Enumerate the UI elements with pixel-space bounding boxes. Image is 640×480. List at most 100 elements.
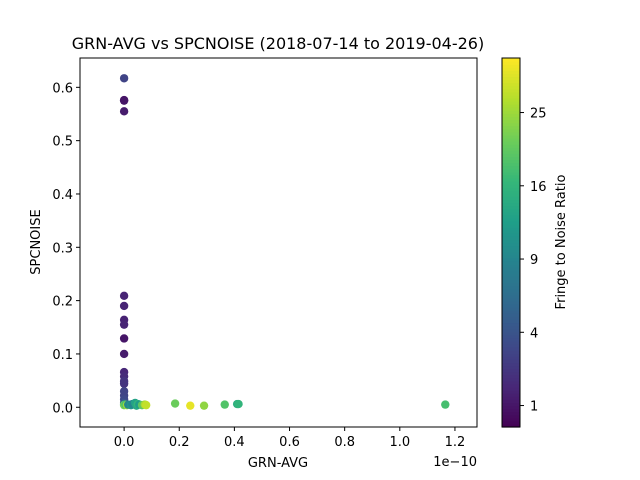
colorbar-band: [502, 193, 520, 197]
x-tick-label: 1.2: [445, 435, 466, 450]
colorbar-band: [502, 254, 520, 259]
colorbar-band: [502, 408, 520, 413]
colorbar-band: [502, 85, 520, 90]
colorbar-band: [502, 260, 520, 265]
colorbar-band: [502, 159, 520, 164]
colorbar-band: [502, 368, 520, 373]
colorbar-band: [502, 101, 520, 105]
colorbar-band: [502, 387, 520, 391]
colorbar-band: [502, 67, 520, 71]
data-point: [119, 301, 129, 311]
colorbar-band: [502, 177, 520, 182]
colorbar-band: [502, 402, 520, 407]
colorbar-band: [502, 356, 520, 360]
data-point: [441, 400, 450, 409]
colorbar-band: [502, 190, 520, 194]
colorbar-band: [502, 233, 520, 237]
colorbar-band: [502, 374, 520, 379]
x-tick-label: 1.0: [389, 435, 410, 450]
colorbar-band: [502, 61, 520, 65]
colorbar-band: [502, 184, 520, 188]
colorbar-band: [502, 276, 520, 280]
y-tick-label: 0.1: [52, 348, 73, 363]
colorbar-band: [502, 343, 520, 348]
colorbar-band: [502, 220, 520, 225]
colorbar-band: [502, 168, 520, 173]
colorbar-band: [502, 340, 520, 345]
colorbar-band: [502, 82, 520, 87]
colorbar-tick-label: 9: [530, 253, 538, 268]
colorbar-band: [502, 141, 520, 145]
colorbar-band: [502, 230, 520, 234]
colorbar-band: [502, 119, 520, 124]
data-point: [170, 399, 180, 408]
y-axis-label: SPCNOISE: [29, 209, 44, 274]
data-point: [141, 400, 151, 410]
x-tick-label: 0.2: [169, 435, 190, 450]
colorbar-band: [502, 224, 520, 228]
colorbar-tick-label: 4: [530, 326, 538, 341]
colorbar-band: [502, 325, 520, 330]
y-tick-label: 0.5: [52, 135, 73, 150]
colorbar-band: [502, 300, 520, 305]
colorbar-band: [502, 153, 520, 157]
x-tick-label: 0.6: [279, 435, 300, 450]
colorbar-label: Fringe to Noise Ratio: [554, 175, 569, 310]
colorbar-band: [502, 147, 520, 151]
colorbar-band: [502, 137, 520, 142]
colorbar-band: [502, 211, 520, 216]
colorbar-band: [502, 79, 520, 84]
colorbar-band: [502, 181, 520, 185]
colorbar-band: [502, 242, 520, 247]
colorbar-band: [502, 334, 520, 339]
colorbar-band: [502, 288, 520, 293]
colorbar-band: [502, 279, 520, 284]
colorbar-band: [502, 294, 520, 299]
colorbar-band: [502, 251, 520, 256]
colorbar-band: [502, 396, 520, 400]
colorbar-band: [502, 371, 520, 376]
colorbar-band: [502, 125, 520, 130]
y-axis: 0.0 0.1 0.2 0.3 0.4 0.5 0.6: [52, 81, 80, 416]
x-tick-label: 0.4: [224, 435, 245, 450]
colorbar-band: [502, 116, 520, 121]
colorbar-band: [502, 248, 520, 253]
colorbar-band: [502, 64, 520, 68]
colorbar-band: [502, 196, 520, 201]
colorbar-band: [502, 405, 520, 410]
colorbar-band: [502, 273, 520, 277]
colorbar-band: [502, 316, 520, 320]
colorbar-band: [502, 380, 520, 385]
colorbar-band: [502, 236, 520, 241]
colorbar-band: [502, 199, 520, 204]
colorbar-band: [502, 187, 520, 191]
data-point: [119, 349, 129, 359]
colorbar-band: [502, 297, 520, 302]
colorbar-band: [502, 97, 520, 102]
colorbar-band: [502, 282, 520, 287]
colorbar-band: [502, 205, 520, 210]
y-tick-label: 0.6: [52, 81, 73, 96]
colorbar-band: [502, 131, 520, 136]
colorbar-band: [502, 423, 520, 428]
colorbar-band: [502, 208, 520, 213]
y-tick-label: 0.2: [52, 295, 73, 310]
colorbar-band: [502, 88, 520, 93]
plot-frame: [79, 57, 478, 428]
colorbar-band: [502, 304, 520, 308]
colorbar-band: [502, 70, 520, 74]
data-point: [119, 291, 129, 301]
colorbar-band: [502, 319, 520, 324]
colorbar-band: [502, 122, 520, 127]
colorbar-band: [502, 245, 520, 250]
colorbar-band: [502, 174, 520, 179]
x-axis-label: GRN-AVG: [248, 456, 308, 471]
colorbar-band: [502, 257, 520, 262]
colorbar-band: [502, 217, 520, 222]
colorbar-gradient: [502, 58, 520, 428]
colorbar-band: [502, 417, 520, 422]
colorbar-band: [502, 353, 520, 357]
colorbar-ticks: 1 4 9 16 25: [520, 107, 547, 415]
